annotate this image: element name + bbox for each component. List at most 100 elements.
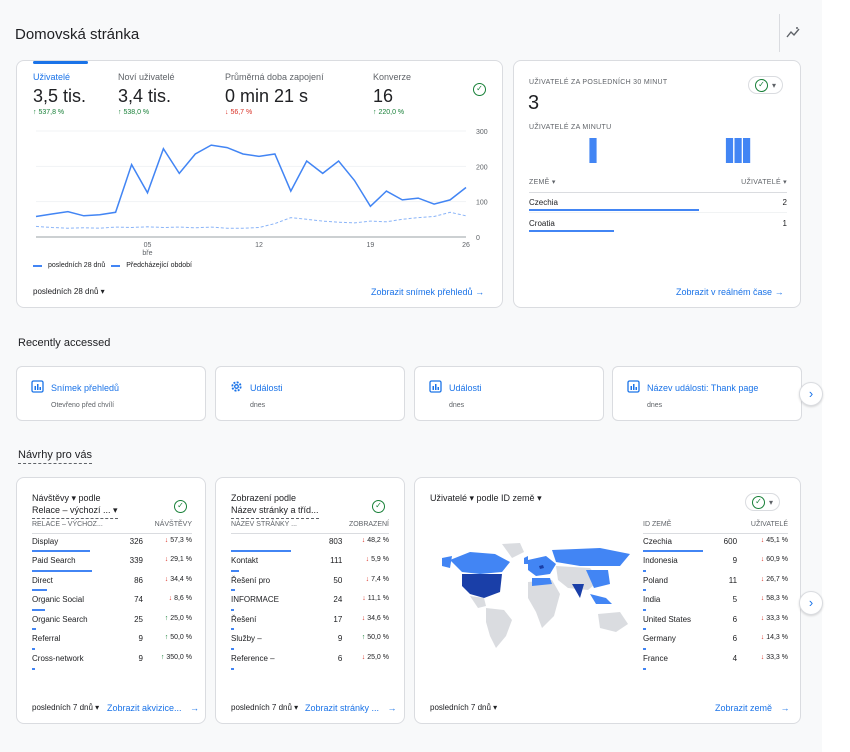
status-check-icon[interactable]: ✓ — [473, 78, 486, 96]
header-divider — [779, 14, 780, 52]
table-row[interactable]: 803 ↓ 48,2 % — [231, 534, 389, 554]
x-tick-sublabel: bře — [142, 250, 152, 257]
metric-label: Průměrná doba zapojení — [225, 72, 324, 82]
view-overview-link[interactable]: Zobrazit snímek přehledů → — [371, 287, 484, 297]
row-name: Služby – — [231, 631, 324, 651]
map-region-canada — [450, 552, 510, 574]
card2-date-range[interactable]: posledních 7 dnů ▾ — [231, 703, 298, 712]
link-label: Zobrazit v reálném čase — [676, 287, 773, 297]
table-row[interactable]: Řešení pro 50 ↓ 7,4 % — [231, 573, 389, 593]
share-bar — [643, 569, 646, 572]
share-bar — [32, 648, 35, 651]
row-delta: 57,3 % — [170, 537, 192, 544]
dropdown-caret-icon: ▾ — [493, 703, 498, 712]
col-country-label: Země — [529, 179, 550, 186]
metric-conversions[interactable]: Konverze 16 ↑ 220,0 % — [373, 72, 411, 116]
table-row[interactable]: Czechia 2 — [529, 193, 787, 213]
share-bar — [231, 608, 234, 611]
card3-view-link[interactable]: Zobrazit země → — [715, 703, 790, 713]
share-bar — [643, 667, 646, 670]
row-value: 9 — [138, 634, 143, 644]
date-range-label: posledních 7 dnů — [430, 703, 491, 712]
arrow-up-icon: ↑ — [33, 109, 37, 116]
status-check-icon[interactable]: ✓ — [372, 495, 385, 513]
table-row[interactable]: INFORMACE 24 ↓ 11,1 % — [231, 592, 389, 612]
map-region-russia — [552, 548, 630, 566]
table-row[interactable]: United States 6 ↓ 33,3 % — [643, 612, 788, 632]
table-row[interactable]: Reference –6 ↓ 25,0 % — [231, 651, 389, 671]
card1-col2-header[interactable]: Návštěvy — [125, 521, 192, 534]
card1-table: Relace – výchoz... Návštěvy Display 326 ↓ … — [32, 521, 192, 671]
status-check-icon[interactable]: ✓ — [174, 495, 187, 513]
table-row[interactable]: Kontakt 111 ↓ 5,9 % — [231, 553, 389, 573]
table-row[interactable]: Služby –9 ↑ 50,0 % — [231, 631, 389, 651]
table-row[interactable]: Indonesia 9 ↓ 60,9 % — [643, 553, 788, 573]
card3-heading[interactable]: Uživatelé ▾ podle ID země ▾ — [430, 493, 542, 503]
row-name — [231, 534, 324, 554]
table-row[interactable]: Czechia 600 ↓ 45,1 % — [643, 534, 788, 554]
card2-col1-header[interactable]: Název stránky ... — [231, 521, 324, 534]
table-row[interactable]: India 5 ↓ 58,3 % — [643, 592, 788, 612]
metric-engagement-time[interactable]: Průměrná doba zapojení 0 min 21 s ↓ 56,7… — [225, 72, 324, 116]
table-row[interactable]: Organic Search 25 ↑ 25,0 % — [32, 612, 192, 632]
table-row[interactable]: Display 326 ↓ 57,3 % — [32, 534, 192, 554]
row-name: Indonesia — [643, 553, 717, 573]
card2-col2-header[interactable]: Zobrazení — [323, 521, 389, 534]
table-row[interactable]: Croatia 1 — [529, 213, 787, 233]
col-users[interactable]: Uživatelé ▾ — [741, 178, 787, 186]
card2-heading[interactable]: Zobrazení podle Název stránky a tříd... — [231, 492, 319, 519]
recent-next-button[interactable]: › — [799, 382, 823, 406]
dropdown-caret-icon: ▾ — [783, 179, 787, 186]
row-delta-cell: ↑ 350,0 % — [143, 651, 192, 671]
series-line-current — [35, 144, 467, 218]
card3-col1-header[interactable]: ID země — [643, 521, 717, 534]
table-row[interactable]: Germany 6 ↓ 14,3 % — [643, 631, 788, 651]
arrow-down-icon: ↓ — [760, 537, 767, 544]
row-value: 803 — [328, 537, 343, 546]
card1-view-link[interactable]: Zobrazit akvizice... → — [107, 703, 199, 713]
col-country[interactable]: Země ▾ — [529, 178, 556, 186]
card3-col2-header[interactable]: Uživatelé — [716, 521, 788, 534]
table-row[interactable]: France 4 ↓ 33,3 % — [643, 651, 788, 671]
row-name: Kontakt — [231, 553, 324, 573]
share-bar — [32, 589, 47, 592]
recent-item-report-snapshot[interactable]: Snímek přehledů Otevřeno před chvílí — [16, 366, 206, 421]
table-row[interactable]: Direct 86 ↓ 34,4 % — [32, 573, 192, 593]
row-value: 25 — [134, 614, 143, 624]
recent-item-event-thank-page[interactable]: Název události: Thank page dnes — [612, 366, 802, 421]
arrow-down-icon: ↓ — [760, 556, 767, 564]
recent-item-events-report[interactable]: Události dnes — [414, 366, 604, 421]
card1-date-range[interactable]: posledních 7 dnů ▾ — [32, 703, 99, 712]
x-tick-label: 19 — [367, 242, 375, 249]
realtime-status-dropdown[interactable]: ✓ ▾ — [748, 76, 784, 94]
card1-col1-header[interactable]: Relace – výchoz... — [32, 521, 126, 534]
arrow-right-icon: → — [780, 703, 790, 713]
map-region-china — [586, 570, 610, 588]
table-row[interactable]: Paid Search 339 ↓ 29,1 % — [32, 553, 192, 573]
card3-date-range[interactable]: posledních 7 dnů ▾ — [430, 703, 497, 712]
row-name: Cross-network — [32, 651, 125, 671]
view-realtime-link[interactable]: Zobrazit v reálném čase → — [676, 287, 784, 297]
arrow-right-icon: → — [475, 287, 485, 297]
table-row[interactable]: Poland 11 ↓ 26,7 % — [643, 573, 788, 593]
arrow-down-icon: ↓ — [361, 614, 368, 622]
table-row[interactable]: Organic Social 74 ↓ 8,6 % — [32, 592, 192, 612]
overview-date-range[interactable]: posledních 28 dnů ▾ — [33, 287, 105, 296]
table-row[interactable]: Cross-network 9 ↑ 350,0 % — [32, 651, 192, 671]
recent-item-events-settings[interactable]: Události dnes — [215, 366, 405, 421]
insights-icon[interactable] — [786, 26, 800, 43]
metric-value: 3,5 tis. — [33, 86, 87, 106]
row-delta-cell: ↑ 25,0 % — [143, 612, 192, 632]
dropdown-caret-icon: ▾ — [772, 80, 777, 90]
arrow-right-icon: → — [774, 287, 784, 297]
table-row[interactable]: Řešení 17 ↓ 34,6 % — [231, 612, 389, 632]
minute-bar — [743, 138, 751, 163]
metric-users[interactable]: Uživatelé 3,5 tis. ↑ 537,8 % — [33, 72, 86, 116]
metric-new-users[interactable]: Noví uživatelé 3,4 tis. ↑ 538,0 % — [118, 72, 175, 116]
card2-view-link[interactable]: Zobrazit stránky ... → — [305, 703, 397, 713]
arrow-down-icon: ↓ — [365, 575, 372, 583]
table-row[interactable]: Referral 9 ↑ 50,0 % — [32, 631, 192, 651]
card1-heading[interactable]: Návštěvy ▾ podle Relace – výchozí ... ▾ — [32, 492, 118, 519]
suggestions-next-button[interactable]: › — [799, 591, 823, 615]
card3-status-dropdown[interactable]: ✓ ▾ — [745, 493, 781, 511]
